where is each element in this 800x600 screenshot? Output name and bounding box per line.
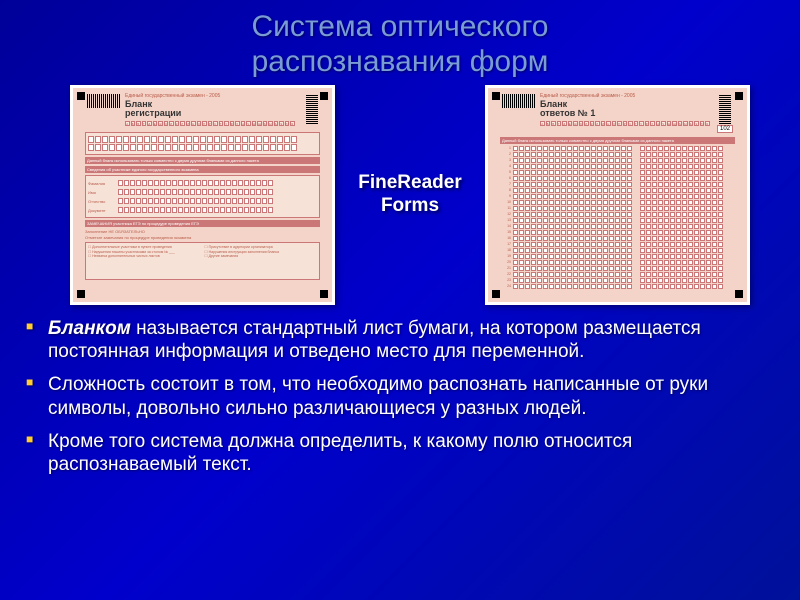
title-line-2: распознавания форм <box>252 45 549 78</box>
marker-square <box>320 92 328 100</box>
bullet-item: Сложность состоит в том, что необходимо … <box>48 373 772 419</box>
remarks-box: ☐ Дополнительные участники в пункте пров… <box>85 242 320 280</box>
code-box: 102 <box>717 125 733 133</box>
warning-bar: Данный бланк использовать только совмест… <box>500 137 735 144</box>
barcode-icon <box>502 94 536 108</box>
form-answers: Единый государственный экзамен - 2005 Бл… <box>485 85 750 305</box>
marker-square <box>492 92 500 100</box>
slide-title: Система оптического распознавания форм <box>0 0 800 79</box>
form-header-big: Бланкответов № 1 <box>540 99 595 119</box>
warning-bar: Данный бланк использовать только совмест… <box>85 157 320 164</box>
marker-square <box>77 92 85 100</box>
marker-square <box>77 290 85 298</box>
section-title-bar: Сведения об участнике единого государств… <box>85 166 320 173</box>
title-line-1: Система оптического <box>251 10 548 43</box>
product-label-line-1: FineReader <box>358 172 461 193</box>
barcode-vertical-icon <box>306 94 318 124</box>
forms-row: Единый государственный экзамен - 2005 Бл… <box>0 79 800 309</box>
personal-info: ФамилияИмяОтчествоДокумент <box>85 175 320 218</box>
barcode-icon <box>87 94 121 108</box>
bullet-item: Кроме того система должна определить, к … <box>48 430 772 476</box>
form-header-big: Бланкрегистрации <box>125 99 181 119</box>
alphabet-row: АБВГДЕЖЗИКЛМНОПРСТУФХЦЧШЩЪЫЬЭЮЯ <box>540 121 713 126</box>
alphabet-row: АБВГДЕЖЗИКЛМНОПРСТУФХЦЧШЩЪЫЬЭЮЯ <box>125 121 302 126</box>
product-label-line-2: Forms <box>381 195 439 216</box>
marker-square <box>735 92 743 100</box>
form-header: Единый государственный экзамен - 2005 Бл… <box>488 88 747 135</box>
form-registration: Единый государственный экзамен - 2005 Бл… <box>70 85 335 305</box>
product-label: FineReader Forms <box>345 172 475 218</box>
fill-note: Заполнение НЕ ОБЯЗАТЕЛЬНО <box>85 229 320 234</box>
code-boxes-section <box>85 132 320 155</box>
bullet-list: Бланком называется стандартный лист бума… <box>0 309 800 476</box>
answer-grid: 123456789101112131415161718192021222324 <box>504 146 735 289</box>
form-header: Единый государственный экзамен - 2005 Бл… <box>73 88 332 130</box>
bullet-emph: Бланком <box>48 318 131 339</box>
notice-bar: ЗАМЕЧАНИЯ участника ЕГЭ по процедуре про… <box>85 220 320 227</box>
barcode-vertical-icon <box>719 94 731 124</box>
bullet-text: Кроме того система должна определить, к … <box>48 431 632 475</box>
mark-note: Отметьте замечания по процедуре проведен… <box>85 235 320 240</box>
marker-square <box>492 290 500 298</box>
marker-square <box>735 290 743 298</box>
bullet-text: Сложность состоит в том, что необходимо … <box>48 374 708 418</box>
bullet-item: Бланком называется стандартный лист бума… <box>48 317 772 363</box>
marker-square <box>320 290 328 298</box>
bullet-text: называется стандартный лист бумаги, на к… <box>48 318 701 362</box>
